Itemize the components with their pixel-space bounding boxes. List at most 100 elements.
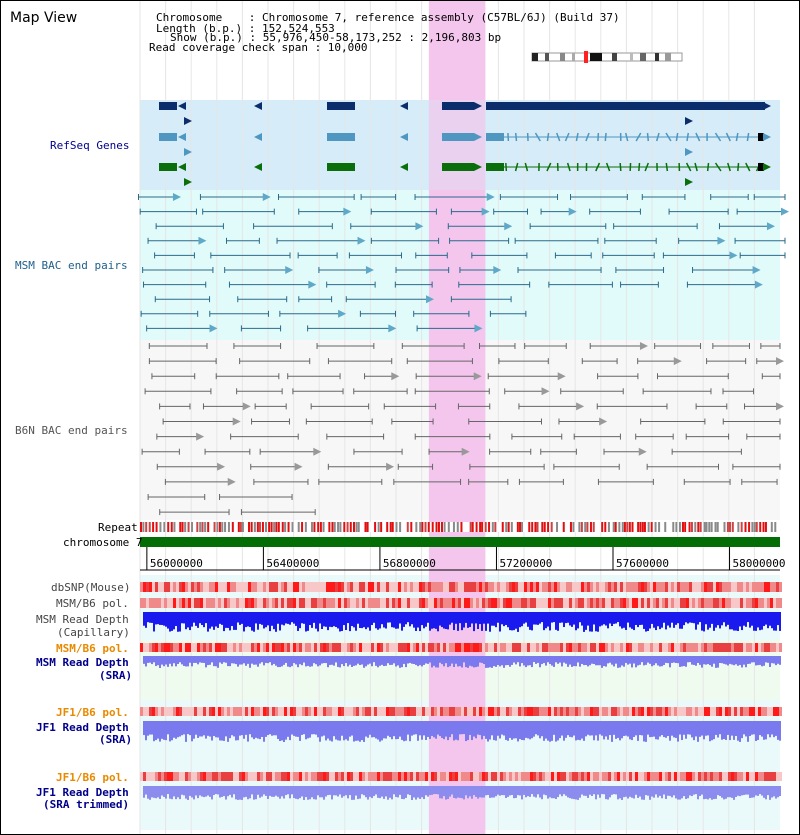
repeat-block (152, 522, 155, 532)
msm-depth-sra-bar (335, 656, 337, 663)
jf1-b6-pol-2-heat-cell (149, 772, 152, 781)
msm-b6-pol-heat-cell (161, 598, 164, 608)
msm-depth-cap-bar (589, 612, 591, 632)
msm-depth-sra-bar (687, 656, 689, 663)
jf1-depth-bar (319, 721, 321, 742)
msm-b6-pol-heat-cell (752, 598, 755, 608)
msm-depth-sra-bar (355, 656, 357, 666)
track-label-msm-bac[interactable]: MSM BAC end pairs (15, 259, 128, 272)
msm-b6-pol-heat-cell (611, 598, 614, 608)
msm-depth-cap-bar (549, 612, 551, 631)
jf1-depth-bar (341, 721, 343, 736)
msm-depth-sra-bar (215, 656, 217, 667)
msm-b6-pol-sra-heat-cell (434, 643, 437, 652)
msm-b6-pol-heat-cell (695, 598, 698, 608)
msm-b6-pol-heat-cell (581, 598, 584, 608)
jf1-b6-pol-2-heat-cell (734, 772, 737, 781)
jf1-depth-bar (205, 721, 207, 739)
msm-depth-sra-bar (289, 656, 291, 668)
msm-depth-cap-bar (603, 612, 605, 625)
msm-depth-sra-bar (187, 656, 189, 667)
jf1-trim-depth-bar (589, 786, 591, 795)
jf1-trim-depth-bar (633, 786, 635, 799)
jf1-b6-pol-2-heat-cell (725, 772, 728, 781)
jf1-b6-pol-heat-cell (419, 707, 422, 716)
msm-b6-pol-sra-heat-cell (278, 643, 281, 652)
repeat-block (277, 522, 280, 532)
jf1-b6-pol-2-heat-cell (338, 772, 341, 781)
dbsnp-heat-cell (668, 582, 671, 592)
msm-b6-pol-heat-cell (761, 598, 764, 608)
dbsnp-heat-cell (689, 582, 692, 592)
jf1-depth-bar (691, 721, 693, 738)
msm-depth-sra-bar (277, 656, 279, 668)
refseq-exon (327, 133, 355, 141)
jf1-b6-pol-2-heat-cell (284, 772, 287, 781)
dbsnp-heat-cell (767, 582, 770, 592)
msm-depth-cap-bar (747, 612, 749, 623)
msm-b6-pol-heat-cell (698, 598, 701, 608)
repeat-block (253, 522, 256, 532)
msm-b6-pol-heat-cell (467, 598, 470, 608)
jf1-b6-pol-heat-cell (473, 707, 476, 716)
msm-depth-cap-bar (433, 612, 435, 629)
msm-bac-arrow (285, 266, 294, 274)
dbsnp-heat-cell (299, 582, 302, 592)
msm-depth-sra-bar (305, 656, 307, 667)
msm-depth-cap-bar (229, 612, 231, 631)
ideogram-band (545, 53, 549, 61)
msm-depth-sra-bar (737, 656, 739, 666)
dbsnp-heat-cell (644, 582, 647, 592)
jf1-trim-depth-bar (147, 786, 149, 799)
msm-depth-cap-bar (271, 612, 273, 626)
msm-depth-sra-bar (205, 656, 207, 668)
jf1-trim-depth-bar (165, 786, 167, 799)
jf1-trim-depth-bar (401, 786, 403, 799)
repeat-block (678, 522, 681, 532)
jf1-trim-depth-bar (561, 786, 563, 797)
msm-depth-sra-bar (475, 656, 477, 668)
repeat-block (755, 522, 758, 532)
msm-depth-cap-bar (207, 612, 209, 632)
jf1-b6-pol-2-heat-cell (266, 772, 269, 781)
msm-depth-sra-bar (631, 656, 633, 668)
msm-depth-cap-bar (593, 612, 595, 625)
msm-b6-pol-heat-cell (659, 598, 662, 608)
track-label-b6n-bac[interactable]: B6N BAC end pairs (15, 424, 128, 437)
jf1-b6-pol-2-heat-cell (653, 772, 656, 781)
repeat-block (753, 522, 756, 532)
msm-depth-sra-bar (667, 656, 669, 664)
dbsnp-heat-cell (770, 582, 773, 592)
jf1-depth-bar (225, 721, 227, 737)
jf1-b6-pol-2-heat-cell (575, 772, 578, 781)
msm-depth-cap-bar (185, 612, 187, 630)
jf1-trim-depth-bar (777, 786, 779, 798)
msm-depth-sra-bar (543, 656, 545, 664)
repeat-block (244, 522, 247, 532)
msm-b6-pol-heat-cell (449, 598, 452, 608)
repeat-block (241, 522, 244, 532)
msm-depth-cap-bar (189, 612, 191, 631)
msm-depth-cap-bar (327, 612, 329, 631)
msm-depth-cap-bar (743, 612, 745, 626)
jf1-depth-bar (671, 721, 673, 736)
jf1-depth-bar (553, 721, 555, 735)
jf1-depth-bar (397, 721, 399, 740)
msm-b6-pol-sra-heat-cell (344, 643, 347, 652)
jf1-b6-pol-2-heat-cell (167, 772, 170, 781)
jf1-trim-depth-bar (381, 786, 383, 797)
jf1-b6-pol-heat-cell (611, 707, 614, 716)
jf1-depth-bar (197, 721, 199, 738)
jf1-b6-pol-heat-cell (467, 707, 470, 716)
msm-depth-cap-bar (487, 612, 489, 624)
repeat-block (562, 522, 565, 532)
msm-depth-cap-bar (519, 612, 521, 628)
track-label-refseq[interactable]: RefSeq Genes (50, 139, 130, 152)
jf1-trim-depth-bar (307, 786, 309, 800)
msm-depth-sra-bar (521, 656, 523, 664)
jf1-b6-pol-2-heat-cell (140, 772, 143, 781)
dbsnp-heat-cell (206, 582, 209, 592)
jf1-trim-depth-bar (207, 786, 209, 796)
repeat-block (699, 522, 702, 532)
